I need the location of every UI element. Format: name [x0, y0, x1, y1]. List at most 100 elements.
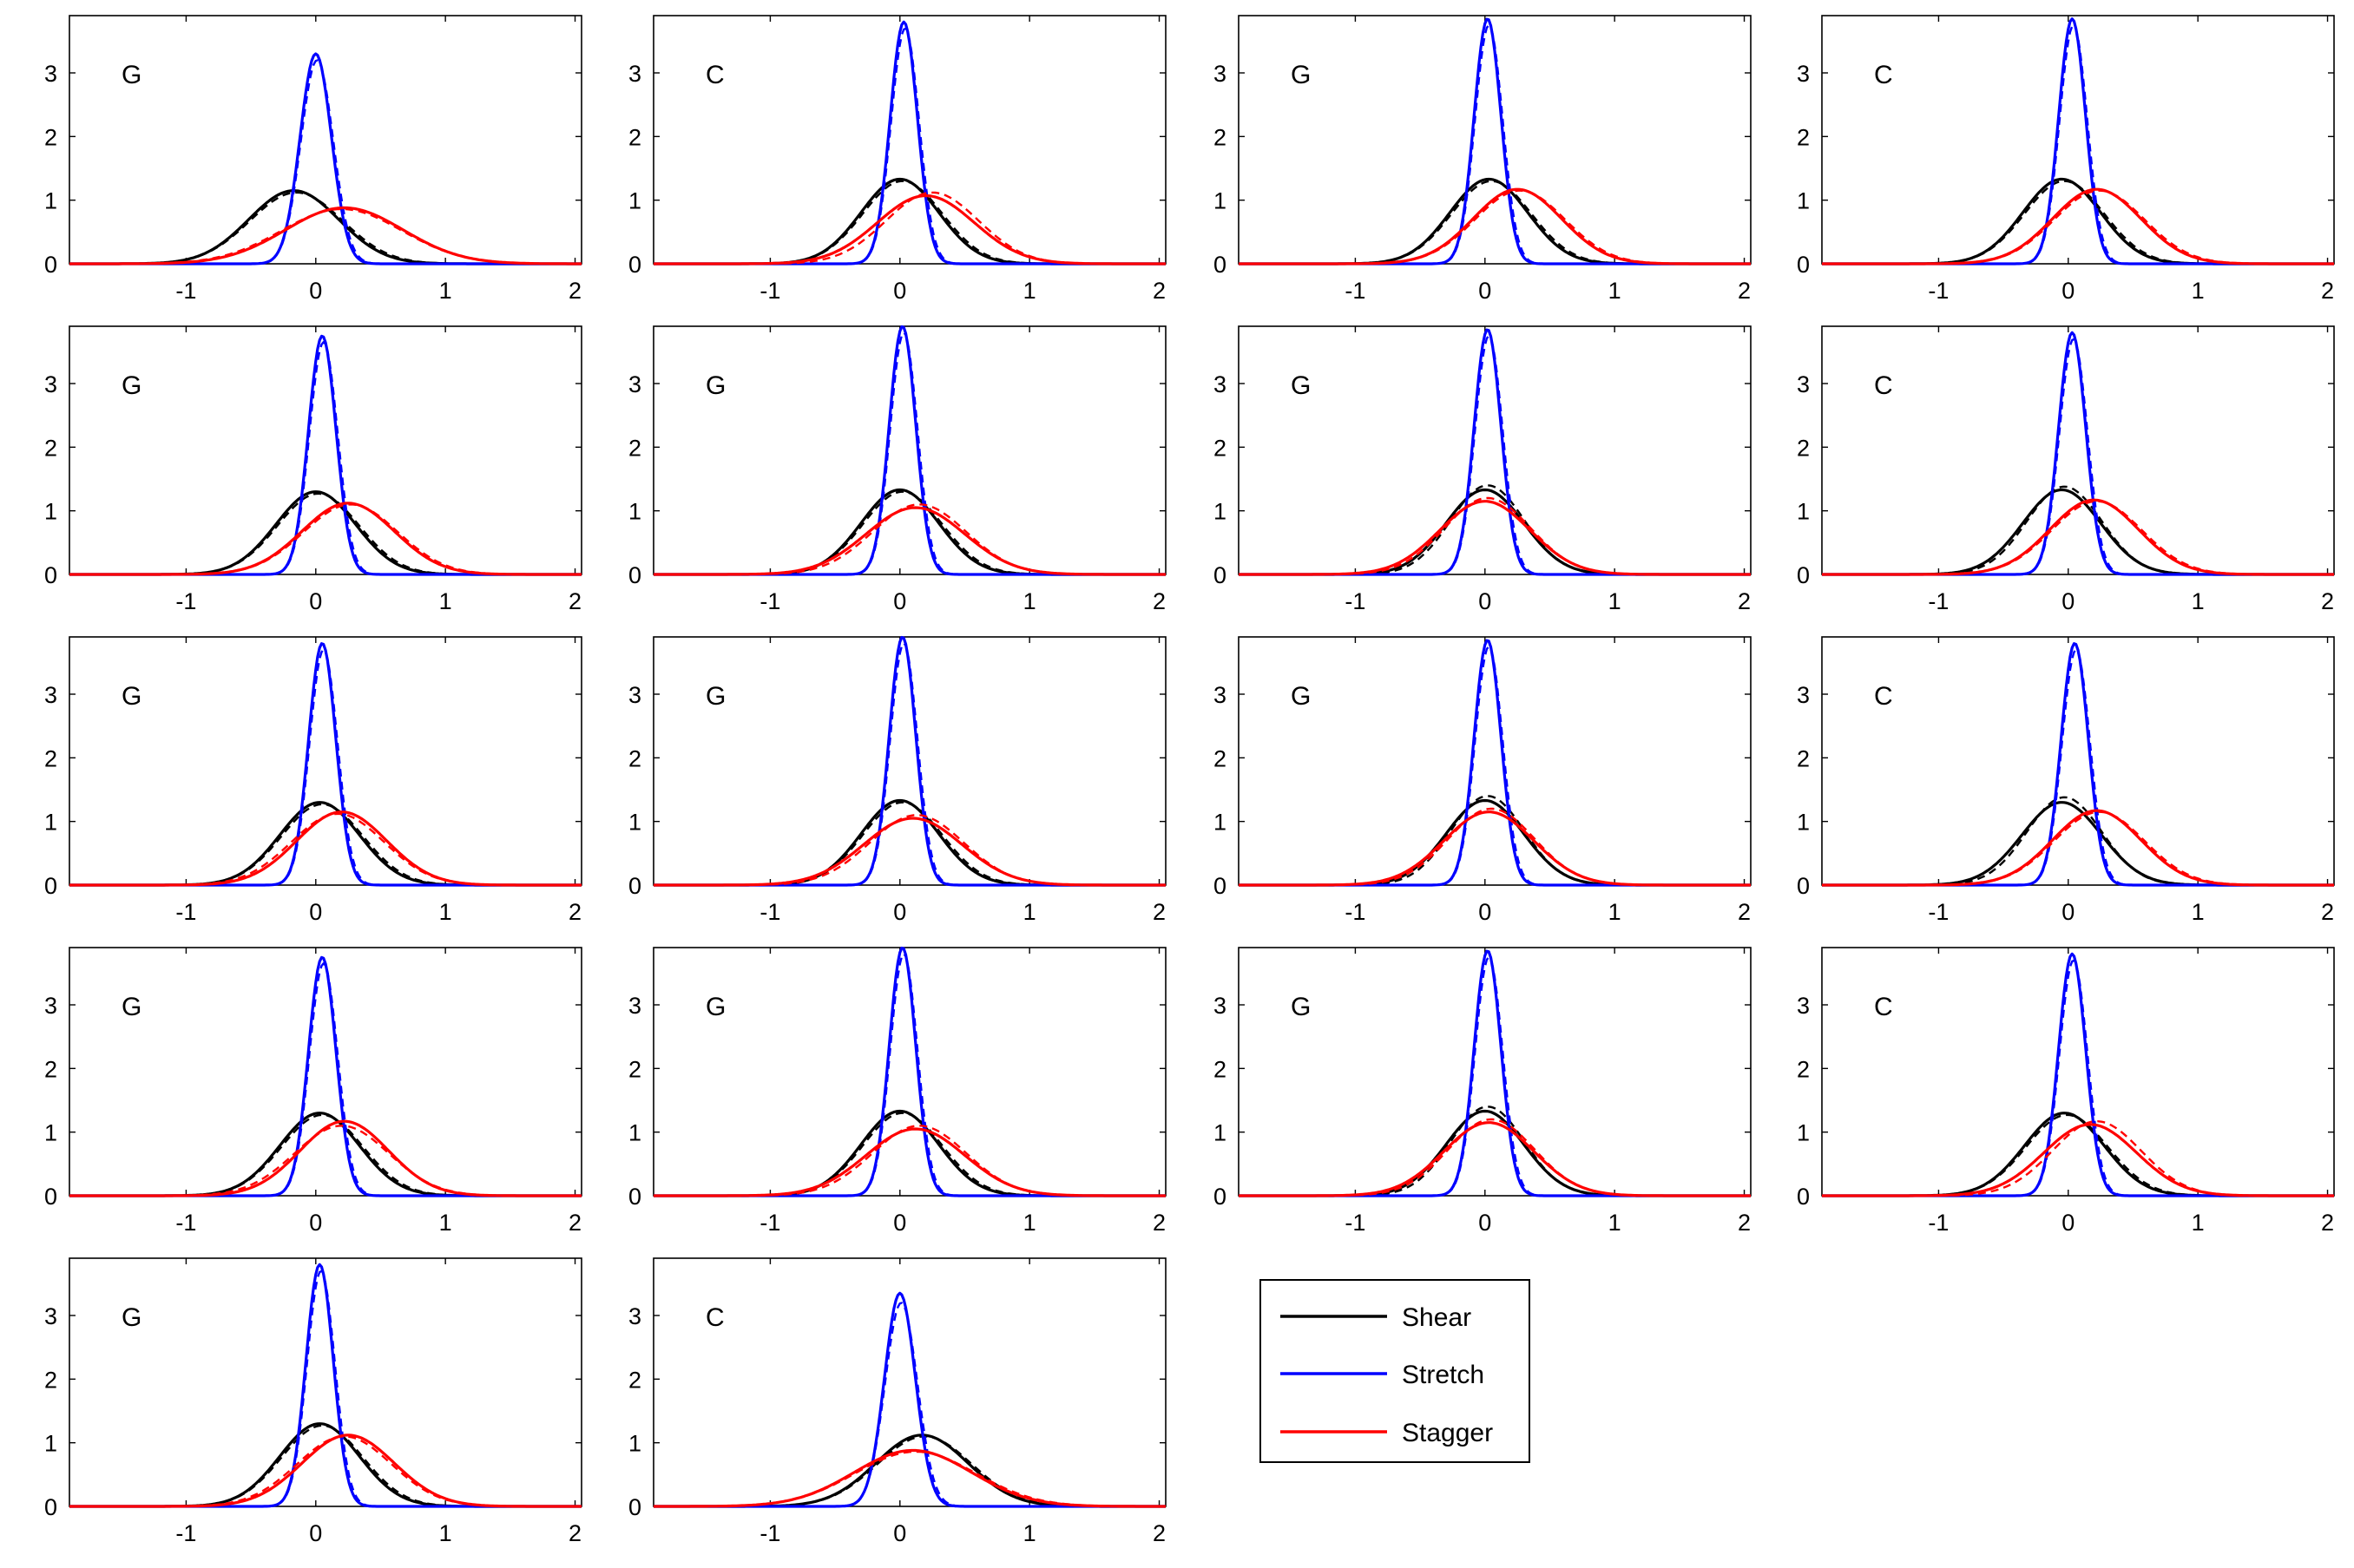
panel-label: C [706, 61, 725, 89]
y-tick-label: 3 [628, 993, 641, 1019]
panel-frame [1821, 636, 2335, 886]
panel-label: G [1291, 371, 1311, 400]
x-tick-label: 2 [1738, 1210, 1751, 1236]
x-tick-label: 1 [2192, 1210, 2205, 1236]
x-tick-label: -1 [175, 278, 196, 304]
panel-frame [1821, 15, 2335, 265]
series-stagger-dashed [69, 1125, 582, 1197]
x-tick-label: 2 [1153, 1520, 1166, 1546]
y-tick-label: 1 [628, 810, 641, 836]
x-tick-label: 1 [1023, 899, 1036, 925]
legend: Shear Stretch Stagger [1259, 1279, 1530, 1463]
x-tick-label: 2 [2321, 899, 2334, 925]
series-stagger-dashed [69, 1435, 582, 1508]
x-tick-label: 0 [309, 1210, 322, 1236]
x-tick-label: 2 [2321, 588, 2334, 614]
y-tick-label: 3 [44, 371, 57, 397]
x-tick-label: 0 [893, 278, 906, 304]
x-tick-label: 0 [1478, 588, 1491, 614]
panel-label: G [122, 371, 141, 400]
y-tick-label: 1 [1213, 188, 1226, 214]
x-tick-label: 1 [1608, 1210, 1621, 1236]
panel-8: -1 0 1 2 0 1 2 3 C [1797, 325, 2335, 614]
x-tick-label: 1 [439, 1520, 452, 1546]
x-tick-label: -1 [1928, 899, 1949, 925]
panel-13: -1 0 1 2 0 1 2 3 G [44, 947, 582, 1236]
x-tick-label: -1 [1928, 278, 1949, 304]
panel-1: -1 0 1 2 0 1 2 3 G [44, 15, 582, 304]
panel-18: -1 0 1 2 0 1 2 3 C [628, 1257, 1167, 1546]
x-tick-label: -1 [175, 1520, 196, 1546]
legend-label-stagger: Stagger [1402, 1419, 1493, 1447]
series-stagger-dashed [1239, 807, 1751, 887]
x-tick-label: -1 [175, 1210, 196, 1236]
series-stagger-dashed [69, 812, 582, 887]
y-tick-label: 3 [1797, 61, 1810, 87]
x-tick-label: 1 [439, 588, 452, 614]
y-tick-label: 0 [1213, 562, 1226, 588]
y-tick-label: 0 [1213, 873, 1226, 899]
y-tick-label: 1 [628, 188, 641, 214]
y-tick-label: 2 [1213, 124, 1226, 150]
x-tick-label: 2 [1738, 278, 1751, 304]
x-tick-label: 2 [2321, 278, 2334, 304]
series-stagger-dashed [1822, 810, 2334, 887]
panel-label: G [1291, 61, 1311, 89]
x-tick-label: -1 [1928, 1210, 1949, 1236]
y-tick-label: 3 [1797, 682, 1810, 708]
y-tick-label: 1 [628, 499, 641, 525]
y-tick-label: 3 [1213, 993, 1226, 1019]
y-tick-label: 0 [44, 873, 57, 899]
panel-frame [69, 15, 582, 265]
y-tick-label: 2 [1797, 1056, 1810, 1082]
panel-3: -1 0 1 2 0 1 2 3 G [1213, 15, 1752, 304]
x-tick-label: 1 [2192, 588, 2205, 614]
series-stagger-dashed [1239, 189, 1751, 266]
panel-frame [69, 325, 582, 575]
y-tick-label: 2 [1797, 745, 1810, 771]
y-tick-label: 1 [44, 188, 57, 214]
legend-label-shear: Shear [1402, 1303, 1471, 1332]
series-stagger-dashed [69, 207, 582, 266]
y-tick-label: 2 [44, 745, 57, 771]
x-tick-label: 2 [569, 278, 582, 304]
x-tick-label: -1 [759, 1520, 780, 1546]
x-tick-label: 1 [1608, 899, 1621, 925]
x-tick-label: 2 [569, 1520, 582, 1546]
x-tick-label: -1 [759, 278, 780, 304]
y-tick-label: 1 [1213, 810, 1226, 836]
x-tick-label: 0 [309, 899, 322, 925]
panel-label: G [706, 371, 726, 400]
x-tick-label: 1 [2192, 899, 2205, 925]
y-tick-label: 2 [628, 745, 641, 771]
panel-label: G [1291, 682, 1311, 711]
y-tick-label: 3 [628, 1303, 641, 1329]
x-tick-label: 1 [1608, 278, 1621, 304]
panel-15: -1 0 1 2 0 1 2 3 G [1213, 947, 1752, 1236]
x-tick-label: -1 [175, 588, 196, 614]
panel-label: C [1874, 371, 1893, 400]
y-tick-label: 2 [628, 1367, 641, 1393]
y-tick-label: 1 [628, 1120, 641, 1146]
y-tick-label: 0 [1797, 1184, 1810, 1210]
x-tick-label: 0 [309, 1520, 322, 1546]
panel-10: -1 0 1 2 0 1 2 3 G [628, 635, 1167, 925]
y-tick-label: 2 [628, 124, 641, 150]
series-stagger-dashed [1239, 496, 1751, 576]
series-stagger-dashed [654, 503, 1166, 576]
series-stagger-dashed [1822, 1119, 2334, 1197]
y-tick-label: 2 [1213, 435, 1226, 461]
series-stagger-dashed [654, 1450, 1166, 1508]
y-tick-label: 2 [1797, 435, 1810, 461]
y-tick-label: 2 [1213, 1056, 1226, 1082]
panel-5: -1 0 1 2 0 1 2 3 G [44, 325, 582, 614]
y-tick-label: 3 [628, 61, 641, 87]
x-tick-label: 2 [569, 588, 582, 614]
panel-frame [1821, 325, 2335, 575]
x-tick-label: 2 [1738, 899, 1751, 925]
y-tick-label: 0 [628, 873, 641, 899]
y-tick-label: 0 [1213, 1184, 1226, 1210]
x-tick-label: 0 [893, 899, 906, 925]
panel-11: -1 0 1 2 0 1 2 3 G [1213, 636, 1752, 925]
x-tick-label: -1 [1928, 588, 1949, 614]
